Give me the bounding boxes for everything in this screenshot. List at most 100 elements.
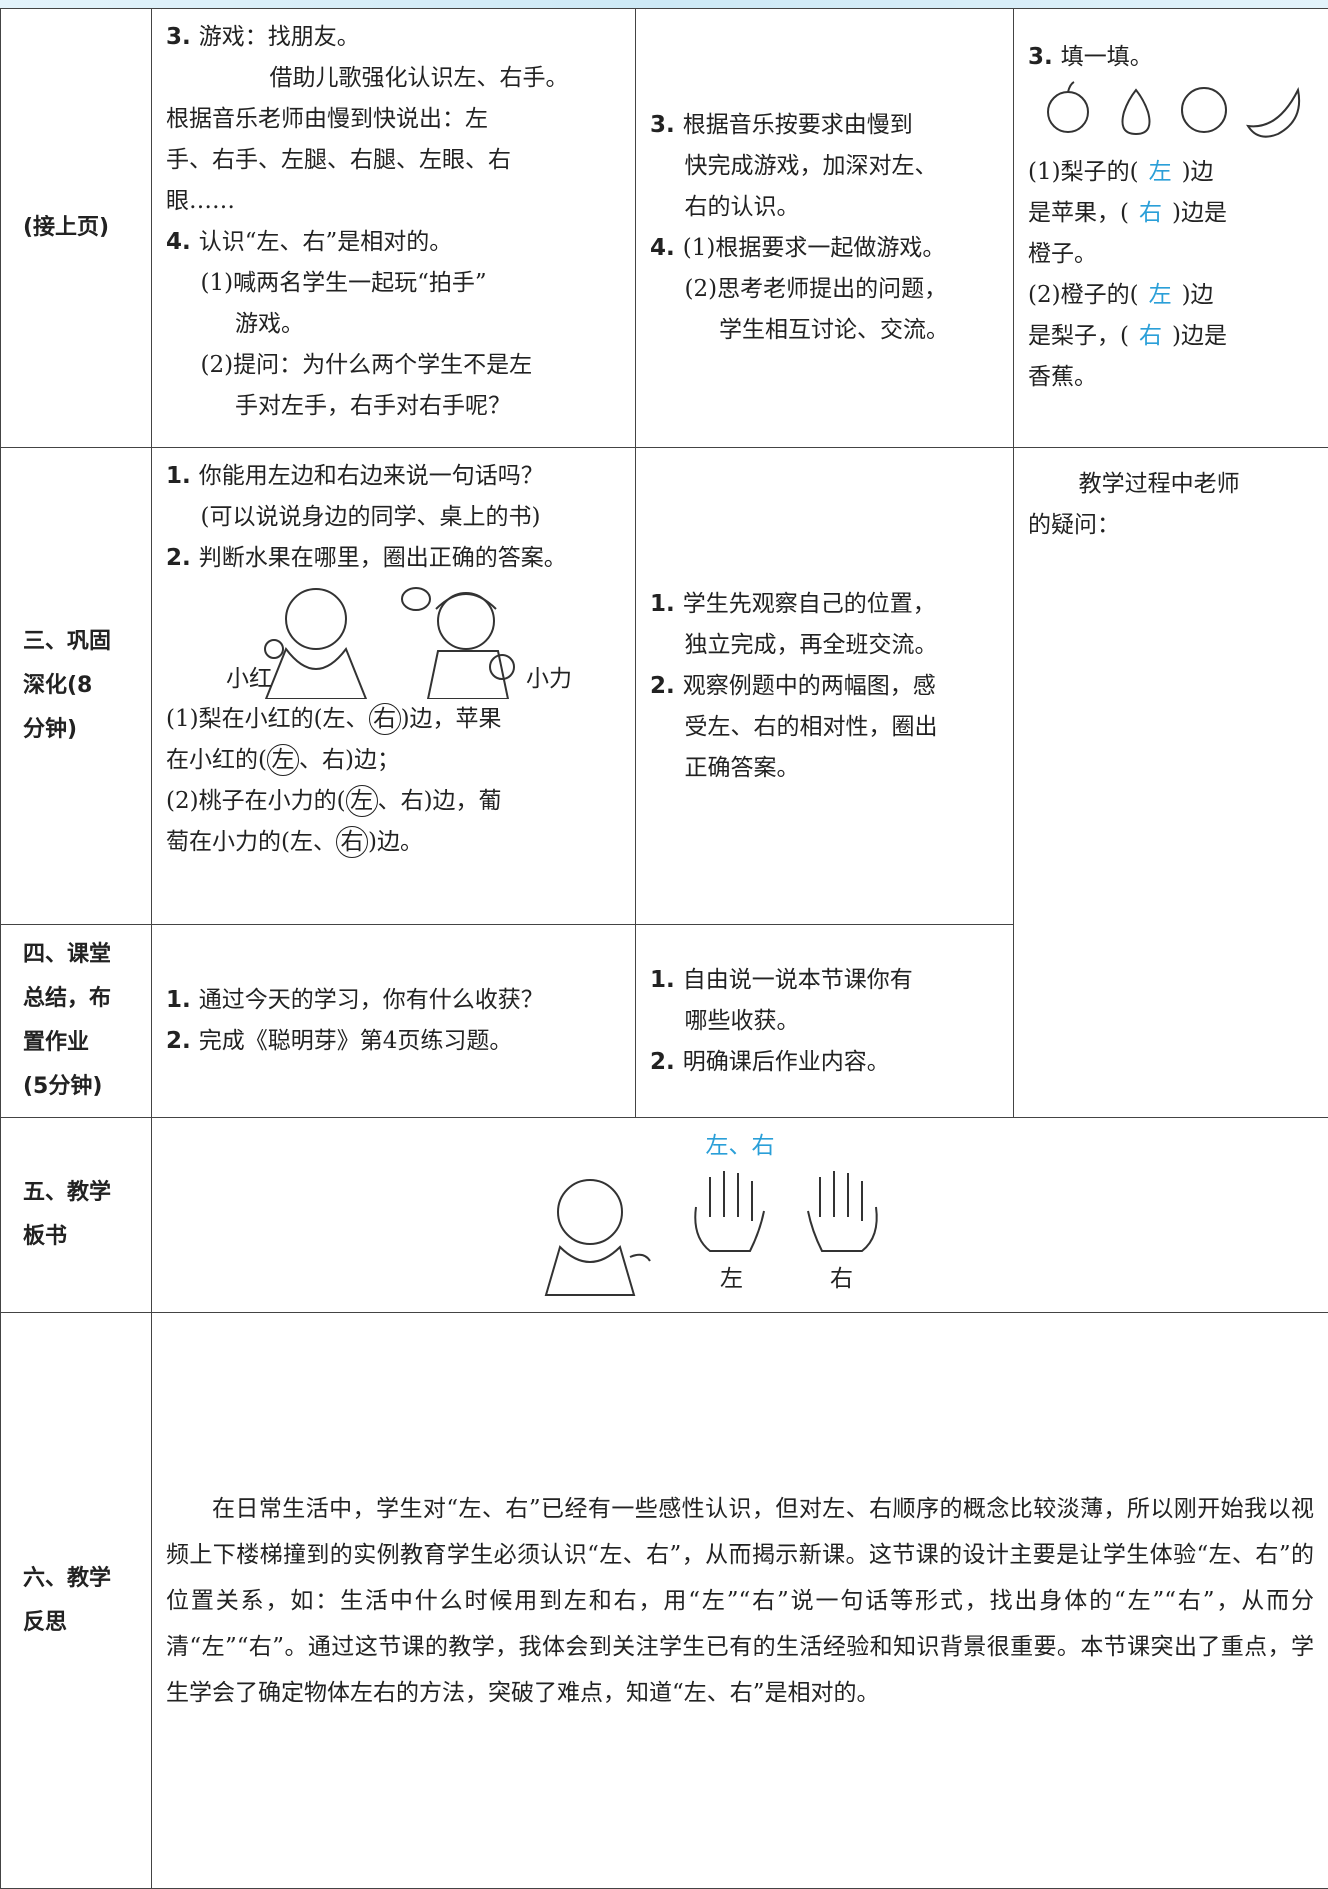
text: 五、教学 [23,1180,111,1205]
text: 明确课后作业内容。 [683,1049,890,1075]
text-line: 香蕉。 [1028,357,1314,398]
text: 、右)边，葡 [378,788,502,814]
text-b: 2. [166,545,191,571]
text: 反思 [23,1610,67,1635]
text: 游戏。 [235,311,304,337]
text-line: 三、巩固 [23,620,137,664]
text: )边，苹果 [401,706,502,732]
text-line: 4.认识“左、右”是相对的。 [166,222,621,263]
text-line: 3.根据音乐按要求由慢到 [650,105,999,146]
text: 、右)边； [299,747,400,773]
text: )边。 [368,829,423,855]
text: )边 [1182,282,1214,308]
text-line: 五、教学 [23,1171,137,1215]
text: 三、巩固 [23,629,111,654]
text: (2)橙子的( [1028,282,1139,308]
text: 完成《聪明芽》第4页练习题。 [199,1028,513,1054]
text-b: 4. [650,235,675,261]
text: 在小红的( [166,747,267,773]
text-c: 右 [336,826,368,858]
text: 学生先观察自己的位置， [683,591,936,617]
text: (1)梨在小红的(左、 [166,706,369,732]
text-line: 受左、右的相对性，圈出 [650,707,999,748]
board-title: 左、右 [176,1126,1304,1167]
text: (1)根据要求一起做游戏。 [683,235,946,261]
text-line: 2. 判断水果在哪里，圈出正确的答案。 [166,538,621,579]
notes-cell: 3.填一填。 (1)梨子的(左)边是苹果，(右)边是橙子。(2)橙子的(左)边是… [1014,9,1328,448]
text-line: 游戏。 [166,304,621,345]
text-line: 2. 观察例题中的两幅图，感 [650,666,999,707]
text: 左 [720,1266,743,1292]
text-line: (2)橙子的( 左 )边 [1028,275,1314,316]
text-line: 正确答案。 [650,748,999,789]
text-line: 借助儿歌强化认识左、右手。 [166,58,621,99]
text-line: (2)提问：为什么两个学生不是左 [166,345,621,386]
text-line: 2.明确课后作业内容。 [650,1042,999,1083]
text-line: 手对左手，右手对右手呢？ [166,386,621,427]
text: 借助儿歌强化认识左、右手。 [270,65,569,91]
text-line: (可以说说身边的同学、桌上的书) [166,497,621,538]
text: 深化(8 [23,673,92,698]
text-line: 在小红的(左、右)边； [166,740,621,781]
text: (2)桃子在小力的( [166,788,346,814]
text: 快完成游戏，加深对左、 [685,153,938,179]
text: (可以说说身边的同学、桌上的书) [201,504,541,530]
text: 观察例题中的两幅图，感 [683,673,936,699]
text-line: (1)喊两名学生一起玩“拍手” [166,263,621,304]
text-line: 总结，布 [23,977,137,1021]
text: 是梨子，( [1028,323,1129,349]
text: 判断水果在哪里，圈出正确的答案。 [199,545,567,571]
row: 五、教学板书 左、右 左 右 [1,1118,1328,1313]
text: 哪些收获。 [685,1008,800,1034]
text-line: 橙子。 [1028,234,1314,275]
text: )边 [1182,159,1214,185]
text-line: 3.游戏：找朋友。 [166,17,621,58]
text: 游戏：找朋友。 [199,24,360,50]
row: 三、巩固深化(8 分钟) 1. 你能用左边和右边来说一句话吗？ (可以说说身边的同学、… [1,448,1328,925]
text: 学生相互讨论、交流。 [719,317,949,343]
text: 自由说一说本节课你有 [683,967,913,993]
label-cell: (接上页) [1,9,152,448]
text-blue: 右 [1139,200,1162,226]
text-line: 教学过程中老师 [1028,464,1314,505]
text-line: 4. (1)根据要求一起做游戏。 [650,228,999,269]
lesson-table: (接上页) 3.游戏：找朋友。借助儿歌强化认识左、右手。根据音乐老师由慢到快说出… [0,8,1328,1889]
text: (1)梨子的( [1028,159,1139,185]
text: 受左、右的相对性，圈出 [685,714,938,740]
text-line: 手、右手、左腿、右腿、左眼、右 [166,140,621,181]
text: (接上页) [23,215,109,240]
text-line: (2)思考老师提出的问题， [650,269,999,310]
label-cell: 五、教学板书 [1,1118,152,1313]
text-line: (5分钟) [23,1065,137,1109]
teacher-cell: 3.游戏：找朋友。借助儿歌强化认识左、右手。根据音乐老师由慢到快说出：左手、右手… [152,9,636,448]
text: (2)提问：为什么两个学生不是左 [201,352,533,378]
text-c: 右 [369,703,401,735]
text: 认识“左、右”是相对的。 [199,229,453,255]
text-line: 六、教学 [23,1557,137,1601]
text-line: 的疑问： [1028,505,1314,546]
fruit-image [1028,78,1308,138]
label-cell: 四、课堂总结，布置作业 (5分钟) [1,925,152,1118]
text: 根据音乐按要求由慢到 [683,112,913,138]
text-line: 根据音乐老师由慢到快说出：左 [166,99,621,140]
text-b: 2. [650,673,675,699]
text: 置作业 [23,1030,89,1055]
text-b: 1. [650,591,675,617]
text: 根据音乐老师由慢到快说出：左 [166,106,488,132]
board-cell: 左、右 左 右 [152,1118,1328,1313]
text: 你能用左边和右边来说一句话吗？ [199,463,544,489]
text: 板书 [23,1224,67,1249]
text: 眼…… [166,188,235,214]
text-b: 2. [166,1028,191,1054]
text-line: 分钟) [23,708,137,752]
text-line: 1.通过今天的学习，你有什么收获？ [166,980,621,1021]
text: )边是 [1172,323,1227,349]
text-line: 四、课堂 [23,933,137,977]
text-blue: 左 [1149,282,1172,308]
text-line: 右的认识。 [650,187,999,228]
text: 小红 [226,666,272,692]
text: 通过今天的学习，你有什么收获？ [199,987,544,1013]
children-image: 小红 小力 [166,579,621,699]
text-line: 反思 [23,1601,137,1645]
text: (5分钟) [23,1074,102,1099]
